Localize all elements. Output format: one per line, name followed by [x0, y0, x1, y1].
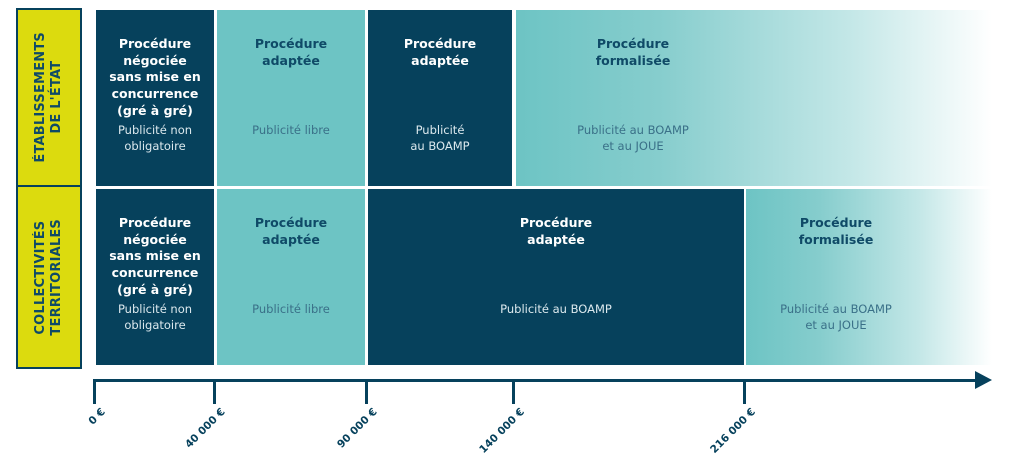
- cell-title: Procédure adaptée: [519, 215, 593, 247]
- cell-title: Procédure formalisée: [798, 215, 874, 247]
- cell-etat-adaptee-libre: Procédure adaptée Publicité libre: [217, 10, 365, 186]
- row-header-label: COLLECTIVITÉS TERRITORIALES: [33, 218, 64, 336]
- cell-etat-formalisee: Procédure formalisée Publicité au BOAMP …: [516, 10, 992, 186]
- axis-label: 0 €: [86, 406, 108, 428]
- cell-body: Publicité au BOAMP: [500, 302, 612, 316]
- cell-title: Procédure négociée sans mise en concurre…: [109, 36, 201, 118]
- axis-tick-40000: [213, 379, 216, 404]
- cell-body: Publicité au BOAMP et au JOUE: [780, 302, 892, 332]
- cell-etat-negociee-gre-a-gre: Procédure négociée sans mise en concurre…: [96, 10, 214, 186]
- axis-tick-90000: [365, 379, 368, 404]
- row-header-collectivites-territoriales: COLLECTIVITÉS TERRITORIALES: [16, 185, 82, 369]
- cell-body: Publicité non obligatoire: [117, 123, 193, 153]
- arrow-right-icon: [975, 371, 992, 389]
- cell-collectivites-negociee-gre-a-gre: Procédure négociée sans mise en concurre…: [96, 189, 214, 365]
- cell-body: Publicité libre: [252, 302, 330, 316]
- row-header-etablissements-etat: ÉTABLISSEMENTS DE L'ÉTAT: [16, 8, 82, 187]
- cell-title: Procédure adaptée: [254, 215, 328, 247]
- axis-label: 90 000 €: [334, 406, 380, 451]
- cell-collectivites-adaptee-boamp: Procédure adaptée Publicité au BOAMP: [368, 189, 744, 365]
- axis-tick-216000: [743, 379, 746, 404]
- threshold-axis-line: [93, 379, 978, 382]
- cell-collectivites-adaptee-libre: Procédure adaptée Publicité libre: [217, 189, 365, 365]
- cell-body: Publicité libre: [252, 123, 330, 137]
- axis-label: 216 000 €: [707, 406, 758, 456]
- axis-tick-0: [93, 379, 96, 404]
- row-header-label: ÉTABLISSEMENTS DE L'ÉTAT: [33, 32, 64, 163]
- axis-tick-140000: [512, 379, 515, 404]
- axis-label: 40 000 €: [182, 406, 228, 451]
- axis-label: 140 000 €: [476, 406, 527, 456]
- cell-title: Procédure négociée sans mise en concurre…: [109, 215, 201, 297]
- cell-body: Publicité au BOAMP: [410, 123, 470, 153]
- cell-title: Procédure formalisée: [595, 36, 671, 68]
- cell-title: Procédure adaptée: [403, 36, 477, 68]
- cell-body: Publicité au BOAMP et au JOUE: [577, 123, 689, 153]
- cell-body: Publicité non obligatoire: [117, 302, 193, 332]
- cell-etat-adaptee-boamp: Procédure adaptée Publicité au BOAMP: [368, 10, 512, 186]
- cell-title: Procédure adaptée: [254, 36, 328, 68]
- cell-collectivites-formalisee: Procédure formalisée Publicité au BOAMP …: [746, 189, 992, 365]
